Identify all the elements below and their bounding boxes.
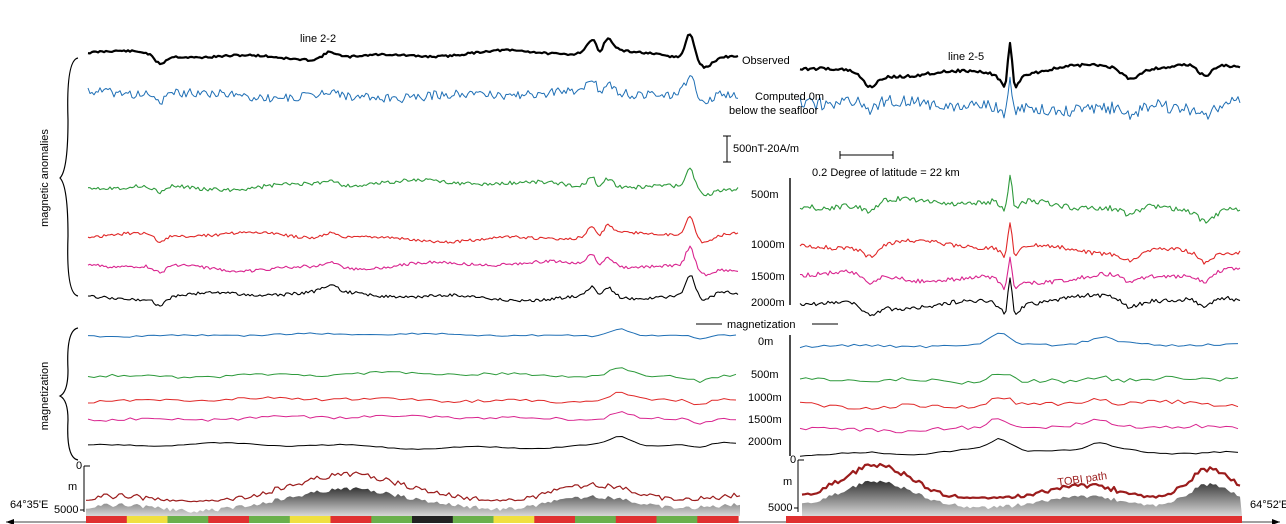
anomalies-side-label: magnetic anomalies bbox=[39, 129, 51, 227]
left-longitude-label: 64°35'E bbox=[10, 499, 48, 511]
magnetization-500m-line-2-2 bbox=[87, 367, 737, 383]
anomaly-1500m-line-2-5 bbox=[799, 256, 1241, 291]
anomaly-500m-line-2-5 bbox=[799, 174, 1241, 224]
color-bar-left-segment bbox=[452, 516, 495, 523]
color-bar-left-segment bbox=[371, 516, 413, 523]
right-bathy-unit: m bbox=[783, 476, 792, 488]
color-bar-left-segment bbox=[575, 516, 617, 523]
mag-depth-label-1500m: 1500m bbox=[748, 414, 782, 426]
left-seafloor-area bbox=[86, 487, 740, 516]
left-bathy-tick-5000: 5000 bbox=[54, 504, 78, 516]
mag-depth-label-2000m: 2000m bbox=[748, 436, 782, 448]
anomaly-500m-line-2-2 bbox=[88, 167, 739, 197]
right-seafloor-area bbox=[802, 480, 1242, 516]
magnetization-side-label: magnetization bbox=[39, 362, 51, 431]
magnetization-2000m-line-2-2 bbox=[87, 436, 737, 450]
curves-layer bbox=[85, 33, 1242, 516]
observed-line-2-2 bbox=[87, 33, 739, 69]
magnetization-1500m-line-2-5 bbox=[799, 418, 1239, 434]
color-bar-left-segment bbox=[412, 516, 454, 523]
color-bar-left-segment bbox=[615, 516, 658, 523]
color-bar-left-segment bbox=[493, 516, 535, 523]
magnetization-500m-line-2-5 bbox=[799, 373, 1239, 385]
left-bathymetry-axis bbox=[80, 465, 90, 512]
anomaly-2000m-line-2-5 bbox=[799, 277, 1241, 317]
right-bathy-tick-0: 0 bbox=[790, 454, 796, 466]
left-bathy-unit: m bbox=[68, 481, 77, 493]
color-bar-left-segment bbox=[208, 516, 250, 523]
color-bar-left-segment bbox=[330, 516, 372, 523]
anomalies-brace bbox=[59, 57, 79, 297]
amplitude-scale-bar bbox=[723, 135, 731, 163]
distance-scale-label: 0.2 Degree of latitude = 22 km bbox=[812, 167, 960, 179]
magnetization-2000m-line-2-5 bbox=[799, 438, 1239, 457]
amplitude-scale-label: 500nT-20A/m bbox=[733, 143, 799, 155]
distance-scale-bar bbox=[839, 151, 894, 159]
color-bar-left-segment bbox=[534, 516, 576, 523]
color-bar-left-segment bbox=[126, 516, 169, 523]
color-bar-left-segment bbox=[86, 516, 128, 523]
computed-0m-line-2-5 bbox=[799, 76, 1241, 120]
anomaly-1000m-line-2-5 bbox=[799, 222, 1241, 265]
magnetization-divider-label: magnetization bbox=[727, 319, 796, 331]
depth-label-2000m: 2000m bbox=[751, 297, 785, 309]
color-bar-left-segment bbox=[656, 516, 698, 523]
color-bar-left-segment bbox=[697, 516, 739, 523]
observed-line-2-5 bbox=[799, 41, 1241, 89]
right-bathy-tick-5000: 5000 bbox=[768, 502, 792, 514]
magnetization-0m-line-2-2 bbox=[87, 328, 737, 340]
color-bar-left-segment bbox=[167, 516, 209, 523]
magnetization-0m-line-2-5 bbox=[799, 332, 1239, 349]
anomaly-1000m-line-2-2 bbox=[87, 215, 739, 244]
left-panel-title: line 2-2 bbox=[300, 33, 336, 45]
magnetization-1000m-line-2-5 bbox=[799, 397, 1239, 410]
observed-label: Observed bbox=[742, 55, 790, 67]
left-tobi-path bbox=[85, 471, 741, 503]
color-bar-right-segment bbox=[786, 516, 1242, 523]
computed-label-line1: Computed 0m bbox=[755, 91, 824, 103]
depth-label-500m: 500m bbox=[751, 189, 779, 201]
magnetization-1000m-line-2-2 bbox=[87, 391, 737, 406]
right-panel-title: line 2-5 bbox=[948, 51, 984, 63]
left-bathy-tick-0: 0 bbox=[76, 460, 82, 472]
mag-depth-label-1000m: 1000m bbox=[748, 392, 782, 404]
magnetization-1500m-line-2-2 bbox=[87, 411, 737, 425]
depth-label-1500m: 1500m bbox=[751, 271, 785, 283]
right-tobi-path bbox=[801, 462, 1241, 500]
magnetization-brace bbox=[58, 327, 79, 461]
computed-0m-line-2-2 bbox=[87, 75, 739, 105]
computed-label-line2: below the seafloor bbox=[729, 105, 819, 117]
color-bars-layer bbox=[86, 516, 1242, 523]
mag-depth-label-0m: 0m bbox=[758, 336, 773, 348]
right-bathymetry-axis bbox=[794, 459, 804, 512]
color-bar-left-segment bbox=[249, 516, 291, 523]
right-longitude-label: 64°52'E bbox=[1250, 499, 1286, 511]
mag-depth-label-500m: 500m bbox=[751, 369, 779, 381]
color-bar-left-segment bbox=[289, 516, 332, 523]
anomaly-1500m-line-2-2 bbox=[87, 245, 739, 277]
anomaly-2000m-line-2-2 bbox=[87, 275, 739, 307]
depth-label-1000m: 1000m bbox=[751, 239, 785, 251]
